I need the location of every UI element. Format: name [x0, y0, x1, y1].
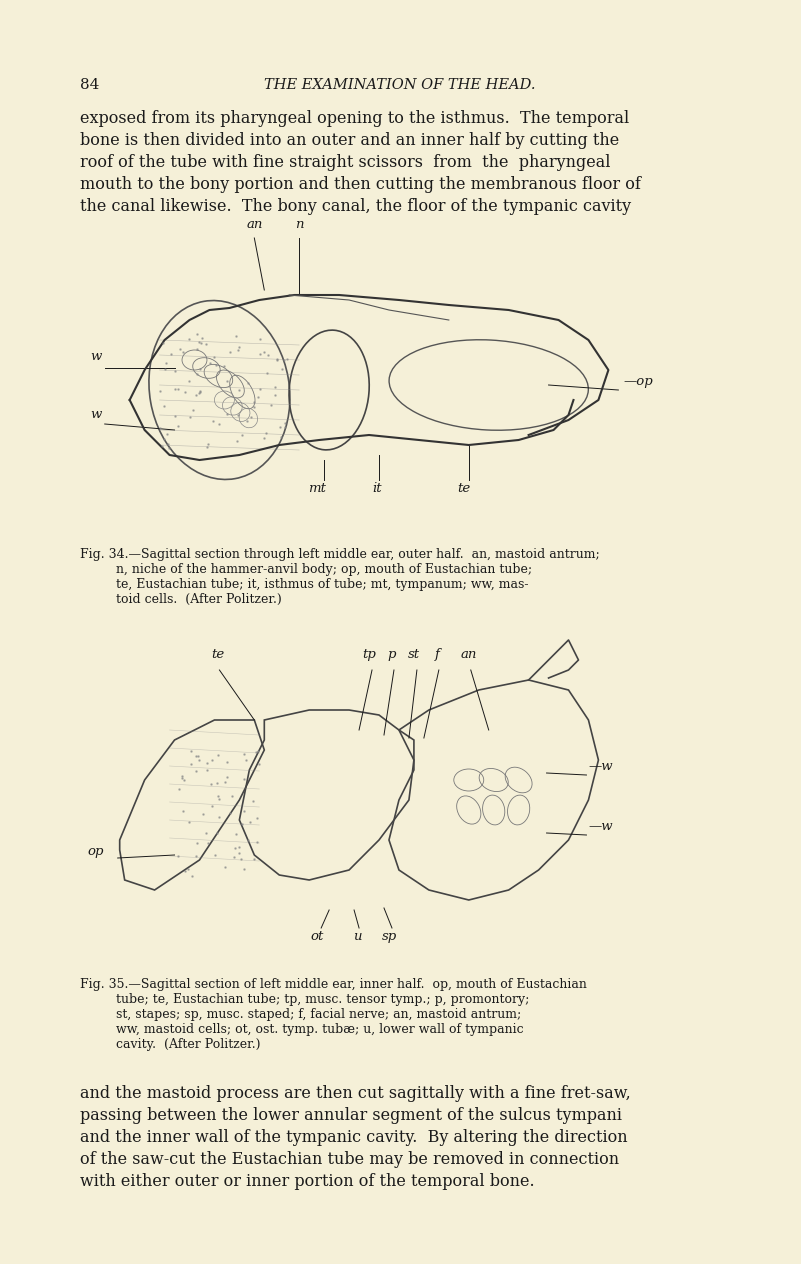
Text: —w: —w: [589, 760, 613, 774]
Text: toid cells.  (After Politzer.): toid cells. (After Politzer.): [100, 593, 281, 605]
Text: —op: —op: [623, 375, 653, 388]
Text: w: w: [90, 350, 101, 363]
Text: f: f: [434, 648, 439, 661]
Text: —w: —w: [589, 820, 613, 833]
Text: te: te: [457, 482, 470, 495]
Text: n: n: [295, 217, 304, 231]
Text: te: te: [211, 648, 224, 661]
Text: and the mastoid process are then cut sagittally with a fine fret-saw,: and the mastoid process are then cut sag…: [80, 1085, 630, 1102]
Text: with either outer or inner portion of the temporal bone.: with either outer or inner portion of th…: [80, 1173, 534, 1189]
Text: ww, mastoid cells; ot, ost. tymp. tubæ; u, lower wall of tympanic: ww, mastoid cells; ot, ost. tymp. tubæ; …: [100, 1023, 523, 1036]
Text: bone is then divided into an outer and an inner half by cutting the: bone is then divided into an outer and a…: [80, 131, 619, 149]
Text: Fig. 35.—Sagittal section of left middle ear, inner half.  op, mouth of Eustachi: Fig. 35.—Sagittal section of left middle…: [80, 978, 586, 991]
Text: 84: 84: [80, 78, 99, 92]
Text: tube; te, Eustachian tube; tp, musc. tensor tymp.; p, promontory;: tube; te, Eustachian tube; tp, musc. ten…: [100, 994, 529, 1006]
Text: it: it: [372, 482, 382, 495]
Text: an: an: [461, 648, 477, 661]
Text: w: w: [90, 408, 101, 421]
Text: THE EXAMINATION OF THE HEAD.: THE EXAMINATION OF THE HEAD.: [264, 78, 535, 92]
Text: an: an: [246, 217, 263, 231]
FancyBboxPatch shape: [80, 215, 708, 540]
Text: u: u: [352, 930, 361, 943]
Text: op: op: [88, 846, 104, 858]
Text: sp: sp: [381, 930, 396, 943]
Text: roof of the tube with fine straight scissors  from  the  pharyngeal: roof of the tube with fine straight scis…: [80, 154, 610, 171]
Text: st, stapes; sp, musc. staped; f, facial nerve; an, mastoid antrum;: st, stapes; sp, musc. staped; f, facial …: [100, 1007, 521, 1021]
Text: te, Eustachian tube; it, isthmus of tube; mt, tympanum; ww, mas-: te, Eustachian tube; it, isthmus of tube…: [100, 578, 528, 592]
Text: of the saw-cut the Eustachian tube may be removed in connection: of the saw-cut the Eustachian tube may b…: [80, 1152, 619, 1168]
Text: n, niche of the hammer-anvil body; op, mouth of Eustachian tube;: n, niche of the hammer-anvil body; op, m…: [100, 562, 532, 576]
Text: Fig. 34.—Sagittal section through left middle ear, outer half.  an, mastoid antr: Fig. 34.—Sagittal section through left m…: [80, 549, 599, 561]
Text: cavity.  (After Politzer.): cavity. (After Politzer.): [100, 1038, 260, 1050]
Text: exposed from its pharyngeal opening to the isthmus.  The temporal: exposed from its pharyngeal opening to t…: [80, 110, 629, 126]
Text: p: p: [388, 648, 396, 661]
Text: passing between the lower annular segment of the sulcus tympani: passing between the lower annular segmen…: [80, 1107, 622, 1124]
Text: tp: tp: [362, 648, 376, 661]
Text: and the inner wall of the tympanic cavity.  By altering the direction: and the inner wall of the tympanic cavit…: [80, 1129, 627, 1146]
Text: ot: ot: [311, 930, 324, 943]
Text: mt: mt: [308, 482, 326, 495]
Text: st: st: [408, 648, 420, 661]
Text: the canal likewise.  The bony canal, the floor of the tympanic cavity: the canal likewise. The bony canal, the …: [80, 198, 631, 215]
Text: mouth to the bony portion and then cutting the membranous floor of: mouth to the bony portion and then cutti…: [80, 176, 641, 193]
